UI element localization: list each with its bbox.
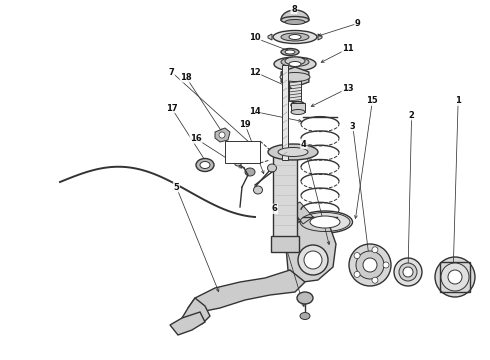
Bar: [440, 262, 470, 292]
Text: 14: 14: [249, 107, 261, 116]
Circle shape: [354, 271, 360, 278]
Ellipse shape: [235, 160, 242, 166]
Text: 4: 4: [301, 140, 307, 149]
Text: 13: 13: [342, 84, 354, 93]
Ellipse shape: [280, 72, 310, 81]
Ellipse shape: [435, 257, 475, 297]
Ellipse shape: [448, 270, 462, 284]
Text: 18: 18: [180, 73, 192, 82]
Ellipse shape: [281, 17, 309, 23]
Bar: [225, 141, 260, 163]
Ellipse shape: [356, 251, 384, 279]
Ellipse shape: [245, 168, 255, 176]
Polygon shape: [281, 10, 309, 20]
Ellipse shape: [363, 258, 377, 272]
Text: 12: 12: [249, 68, 261, 77]
Ellipse shape: [304, 251, 322, 269]
Ellipse shape: [349, 244, 391, 286]
Text: 10: 10: [249, 33, 261, 42]
Ellipse shape: [285, 19, 305, 24]
Text: 15: 15: [367, 96, 378, 105]
Text: 5: 5: [173, 183, 179, 192]
Text: 6: 6: [271, 204, 277, 213]
Circle shape: [372, 277, 378, 283]
Polygon shape: [290, 202, 313, 224]
Ellipse shape: [310, 216, 340, 228]
Ellipse shape: [273, 31, 317, 44]
Ellipse shape: [289, 62, 301, 67]
Text: 1: 1: [455, 96, 461, 105]
Polygon shape: [182, 298, 210, 326]
Text: 9: 9: [355, 19, 361, 28]
Text: 2: 2: [409, 111, 415, 120]
Ellipse shape: [281, 58, 309, 67]
Text: 3: 3: [350, 122, 356, 131]
Bar: [291, 103, 305, 112]
Circle shape: [372, 247, 378, 253]
Polygon shape: [188, 270, 305, 312]
Ellipse shape: [219, 132, 225, 138]
Text: 11: 11: [342, 44, 354, 53]
Ellipse shape: [278, 148, 308, 157]
Text: 16: 16: [190, 134, 202, 143]
Text: 17: 17: [166, 104, 177, 113]
Ellipse shape: [399, 263, 417, 281]
Ellipse shape: [300, 312, 310, 320]
Ellipse shape: [253, 186, 263, 194]
Polygon shape: [215, 128, 230, 142]
Bar: [273, 152, 297, 240]
Text: 7: 7: [169, 68, 174, 77]
Bar: [289, 79, 301, 101]
Text: 8: 8: [291, 5, 297, 14]
Ellipse shape: [196, 158, 214, 171]
Polygon shape: [318, 34, 322, 40]
Ellipse shape: [200, 162, 210, 168]
Ellipse shape: [274, 57, 316, 71]
Ellipse shape: [291, 109, 305, 114]
Polygon shape: [268, 34, 272, 40]
Ellipse shape: [403, 267, 413, 277]
Ellipse shape: [285, 50, 295, 54]
Bar: [282, 65, 288, 160]
Ellipse shape: [291, 102, 305, 108]
Ellipse shape: [285, 57, 305, 65]
Circle shape: [354, 253, 360, 258]
Ellipse shape: [298, 245, 328, 275]
Ellipse shape: [281, 49, 299, 55]
Ellipse shape: [441, 263, 469, 291]
Polygon shape: [281, 67, 309, 87]
Polygon shape: [170, 312, 205, 335]
Ellipse shape: [297, 292, 313, 304]
Ellipse shape: [289, 35, 301, 40]
Ellipse shape: [281, 33, 309, 41]
Circle shape: [383, 262, 389, 268]
Ellipse shape: [297, 211, 352, 233]
Ellipse shape: [394, 258, 422, 286]
Bar: [271, 236, 299, 252]
Text: 19: 19: [239, 120, 251, 129]
Ellipse shape: [268, 144, 318, 160]
Polygon shape: [286, 217, 336, 282]
Ellipse shape: [268, 164, 276, 172]
